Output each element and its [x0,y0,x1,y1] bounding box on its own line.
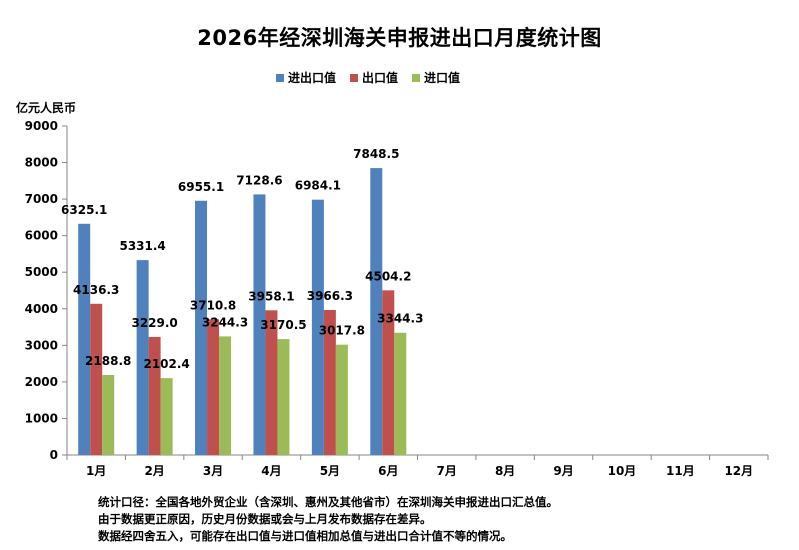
y-tick-label: 9000 [25,119,58,133]
data-label-import: 2102.4 [143,357,189,371]
chart-title: 2026年经深圳海关申报进出口月度统计图 [197,26,602,50]
footnotes: 统计口径：全国各地外贸企业（含深圳、惠州及其他省市）在深圳海关申报进出口汇总值。… [98,494,558,545]
data-label-total: 6325.1 [61,203,107,217]
data-label-total: 6984.1 [295,179,341,193]
bar-total [311,199,324,455]
bar-import [102,374,115,455]
data-label-total: 7848.5 [353,147,399,161]
bar-import [335,344,348,455]
bar-total [78,223,91,455]
data-label-total: 5331.4 [119,239,165,253]
data-label-export: 4136.3 [73,283,119,297]
data-label-import: 3017.8 [319,324,365,338]
bar-export [382,290,395,455]
x-tick-label: 8月 [495,464,515,478]
data-label-import: 2188.8 [85,354,131,368]
footnote-revision: 由于数据更正原因，历史月份数据或会与上月发布数据存在差异。 [98,512,432,526]
x-tick-label: 11月 [666,464,695,478]
y-tick-label: 5000 [25,265,58,279]
bar-export [148,336,161,455]
data-label-export: 3710.8 [190,298,236,312]
legend-item-total: 进出口值 [276,69,336,86]
x-tick-label: 3月 [203,464,223,478]
x-tick-label: 5月 [320,464,340,478]
bar-total [370,168,383,455]
y-tick-label: 7000 [25,192,58,206]
legend-swatch-total [276,73,284,82]
bar-total [136,260,149,455]
y-tick-label: 2000 [25,375,58,389]
data-label-import: 3244.3 [202,315,248,329]
bar-import [160,378,173,455]
data-label-export: 4504.2 [365,269,411,283]
bar-export [265,310,278,455]
bar-export [90,303,103,455]
legend-item-import: 进口值 [412,69,460,86]
y-tick-label: 3000 [25,338,58,352]
data-label-import: 3344.3 [377,312,423,326]
y-tick-label: 6000 [25,229,58,243]
y-tick-label: 1000 [25,411,58,425]
bar-export [323,310,336,455]
data-label-total: 6955.1 [178,180,224,194]
bar-import [394,332,407,455]
bar-import [219,336,232,455]
y-tick-label: 4000 [25,302,58,316]
x-tick-label: 1月 [86,464,106,478]
data-label-export: 3229.0 [131,316,177,330]
data-label-import: 3170.5 [260,318,306,332]
x-tick-label: 12月 [724,464,753,478]
y-tick-label: 8000 [25,156,58,170]
x-tick-label: 10月 [608,464,637,478]
footnote-rounding: 数据经四舍五入，可能存在出口值与进口值相加总值与进出口合计值不等的情况。 [98,529,512,543]
data-label-export: 3958.1 [248,289,294,303]
legend-label-total: 进出口值 [288,71,337,85]
legend-label-export: 出口值 [362,71,399,85]
x-tick-label: 2月 [144,464,164,478]
bar-total [195,200,208,455]
y-axis-unit-label: 亿元人民币 [16,101,77,115]
x-tick-label: 7月 [437,464,457,478]
x-tick-label: 6月 [378,464,398,478]
legend-swatch-import [412,73,421,82]
legend: 进出口值 出口值 进口值 [276,69,460,86]
bar-import [277,339,290,455]
legend-label-import: 进口值 [424,71,461,85]
x-tick-label: 4月 [261,464,281,478]
legend-swatch-export [350,73,359,82]
bar-export [207,319,220,455]
footnote-scope: 统计口径：全国各地外贸企业（含深圳、惠州及其他省市）在深圳海关申报进出口汇总值。 [98,495,558,509]
y-tick-label: 0 [50,448,58,462]
data-label-total: 7128.6 [236,173,282,187]
data-label-export: 3966.3 [307,289,353,303]
bar-total [253,194,266,455]
legend-item-export: 出口值 [350,69,398,86]
x-tick-label: 9月 [553,464,573,478]
